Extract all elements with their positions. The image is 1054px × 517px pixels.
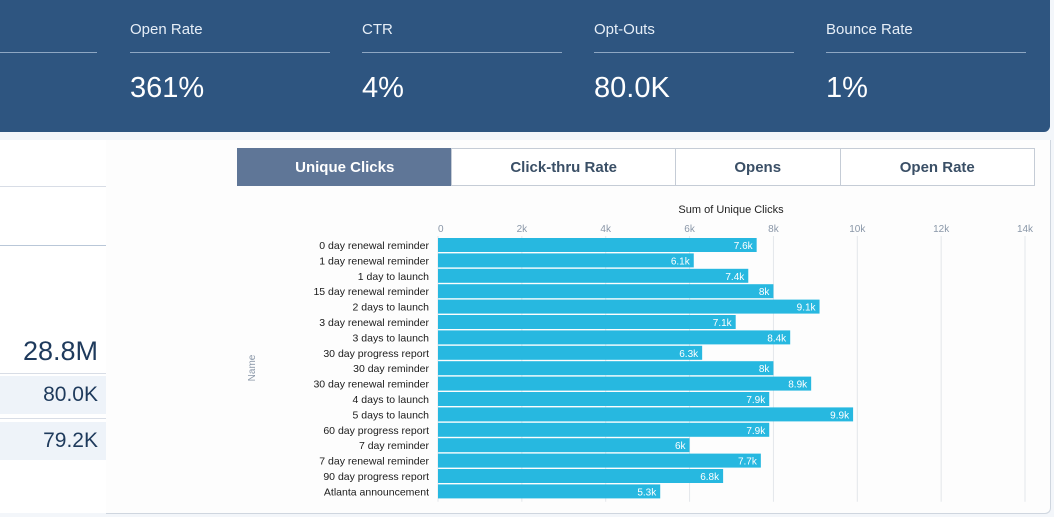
bar[interactable] xyxy=(438,315,736,329)
bar[interactable] xyxy=(438,238,757,252)
bar-data-label: 8.9k xyxy=(788,380,808,391)
metric-label: Opt-Outs xyxy=(594,21,655,38)
divider xyxy=(0,245,106,246)
x-tick-label: 2k xyxy=(517,224,529,235)
y-axis-label: Name xyxy=(247,354,258,381)
metric-value: 4% xyxy=(362,72,404,104)
bar-data-label: 9.1k xyxy=(797,303,817,314)
bar-data-label: 8k xyxy=(759,364,771,375)
metric-divider xyxy=(826,52,1026,53)
summary-total-value: 28.8M xyxy=(22,336,98,366)
bar[interactable] xyxy=(438,299,820,314)
category-label: 3 days to launch xyxy=(353,332,430,344)
divider xyxy=(0,186,106,187)
summary-row-background xyxy=(0,422,106,460)
bar-data-label: 6k xyxy=(675,441,687,452)
category-label: 30 day reminder xyxy=(353,363,429,375)
bar-data-label: 7.6k xyxy=(734,241,754,252)
bar-data-label: 6.3k xyxy=(679,349,699,360)
summary-row-background xyxy=(0,376,106,414)
metric-divider xyxy=(362,52,562,53)
category-label: 30 day renewal reminder xyxy=(313,379,429,391)
bar[interactable] xyxy=(438,484,661,499)
metric-label: Open Rate xyxy=(130,21,203,38)
metric-label: Bounce Rate xyxy=(826,21,913,38)
bar[interactable] xyxy=(438,422,770,437)
x-tick-label: 4k xyxy=(600,224,612,235)
bar-data-label: 6.1k xyxy=(671,256,691,267)
x-tick-label: 0 xyxy=(438,224,444,235)
x-axis-ticks: 0 2k 4k 6k 8k 10k 12k 14k xyxy=(438,224,1034,235)
summary-row-value: 79.2K xyxy=(43,429,98,452)
bar[interactable] xyxy=(438,345,703,360)
tab-opens[interactable]: Opens xyxy=(674,148,841,186)
category-label: 2 days to launch xyxy=(353,302,430,314)
category-label: 0 day renewal reminder xyxy=(319,240,429,252)
category-label: 3 day renewal reminder xyxy=(319,317,429,329)
divider xyxy=(0,373,106,374)
category-label: Atlanta announcement xyxy=(324,486,429,498)
left-summary-panel: 28.8M 80.0K 79.2K xyxy=(0,140,106,513)
summary-row-value: 80.0K xyxy=(43,383,98,406)
bar[interactable] xyxy=(438,453,761,468)
bar-data-label: 7.9k xyxy=(746,395,766,406)
bar[interactable] xyxy=(438,469,724,483)
bar-data-label: 7.4k xyxy=(725,272,745,283)
metric-divider-left xyxy=(0,52,97,53)
category-label: 30 day progress report xyxy=(323,348,429,360)
bar[interactable] xyxy=(438,284,774,299)
chart-bars: 7.6k 6.1k 7.4k 8k 9.1k 7.1k 8.4k 6.3k 8k 8.9k 7.9k… xyxy=(438,238,854,499)
tab-click-thru-rate[interactable]: Click-thru Rate xyxy=(451,148,676,186)
x-tick-label: 8k xyxy=(768,224,780,235)
category-label: 1 day renewal reminder xyxy=(319,255,429,267)
tab-open-rate[interactable]: Open Rate xyxy=(839,148,1036,186)
category-label: 7 day renewal reminder xyxy=(319,456,429,468)
metrics-header: Open Rate 361% CTR 4% Opt-Outs 80.0K Bou… xyxy=(0,0,1050,132)
x-tick-label: 6k xyxy=(684,224,696,235)
bar[interactable] xyxy=(438,438,690,453)
metric-value: 1% xyxy=(826,72,868,104)
chart-title: Sum of Unique Clicks xyxy=(678,204,784,216)
metric-value: 361% xyxy=(130,72,205,104)
bar-data-label: 7.9k xyxy=(746,426,766,437)
bar-data-label: 9.9k xyxy=(830,410,850,421)
category-label: 5 days to launch xyxy=(353,409,430,421)
metric-divider xyxy=(594,52,794,53)
bar-data-label: 7.7k xyxy=(738,457,758,468)
category-label: 7 day reminder xyxy=(359,440,430,452)
tab-unique-clicks[interactable]: Unique Clicks xyxy=(237,148,453,186)
bar[interactable] xyxy=(438,361,774,376)
category-label: 4 days to launch xyxy=(353,394,430,406)
divider xyxy=(0,418,106,419)
category-label: 60 day progress report xyxy=(323,425,429,437)
metric-tabs: Unique Clicks Click-thru Rate Opens Open… xyxy=(237,148,1036,186)
x-tick-label: 12k xyxy=(933,224,950,235)
category-label: 15 day renewal reminder xyxy=(313,286,429,298)
bar-data-label: 7.1k xyxy=(713,318,733,329)
metric-value: 80.0K xyxy=(594,72,670,104)
bar-data-label: 5.3k xyxy=(637,487,657,498)
bar[interactable] xyxy=(438,376,812,391)
category-label: 1 day to launch xyxy=(358,271,429,283)
metric-divider xyxy=(130,52,330,53)
x-tick-label: 10k xyxy=(849,224,866,235)
bar[interactable] xyxy=(438,253,694,268)
bar[interactable] xyxy=(438,407,854,422)
bar[interactable] xyxy=(438,330,791,345)
bar[interactable] xyxy=(438,268,749,283)
category-labels: 0 day renewal reminder 1 day renewal remi… xyxy=(313,240,429,498)
x-tick-label: 14k xyxy=(1017,224,1034,235)
bar-data-label: 8.4k xyxy=(767,333,787,344)
metric-label: CTR xyxy=(362,21,393,38)
category-label: 90 day progress report xyxy=(323,471,429,483)
bar-data-label: 8k xyxy=(759,287,771,298)
bar[interactable] xyxy=(438,392,770,406)
bar-data-label: 6.8k xyxy=(700,472,720,483)
